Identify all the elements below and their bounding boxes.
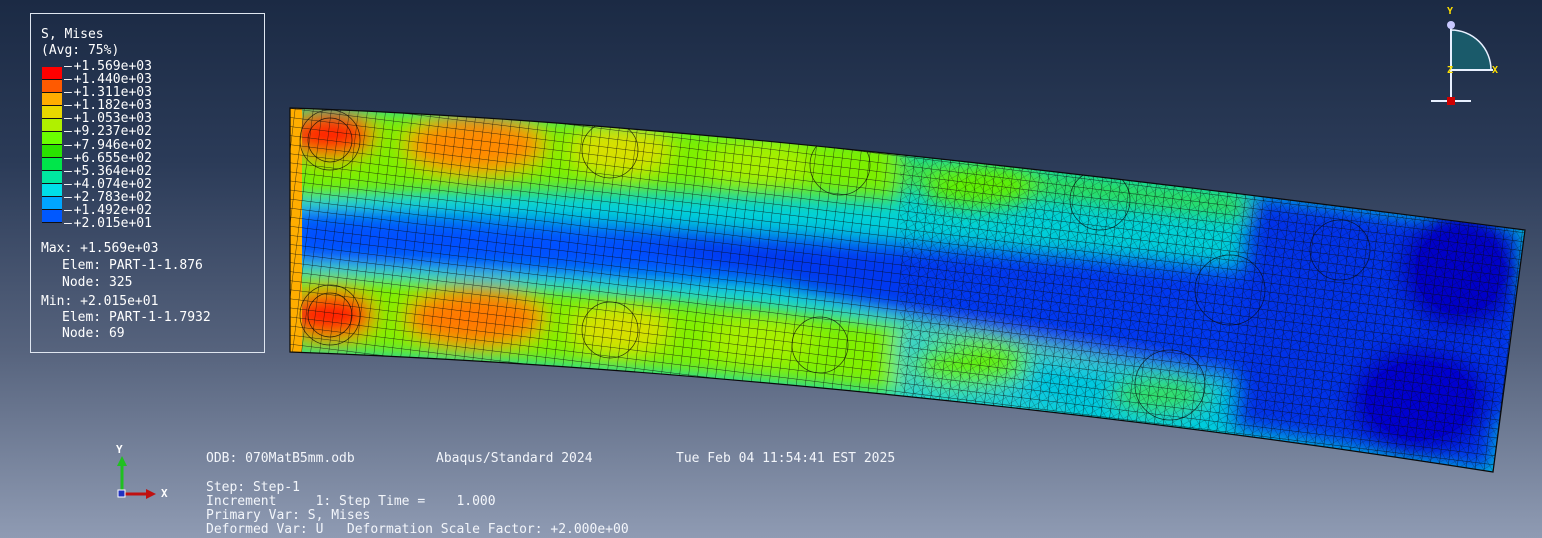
legend-swatch: [42, 210, 62, 223]
legend-swatch: [42, 158, 62, 171]
legend-value: +4.074e+02: [64, 178, 152, 191]
min-element: Elem: PART-1-1.7932: [62, 310, 211, 325]
legend-swatch: [42, 197, 62, 210]
legend-value: +2.015e+01: [64, 217, 152, 230]
legend-swatch: [42, 119, 62, 132]
legend-swatch: [42, 132, 62, 145]
legend-swatch: [42, 145, 62, 158]
run-date: Tue Feb 04 11:54:41 EST 2025: [676, 451, 896, 466]
min-value: Min: +2.015e+01: [41, 294, 159, 309]
legend-swatch: [42, 171, 62, 184]
odb-name: ODB: 070MatB5mm.odb: [206, 451, 355, 466]
view-triad-z-label: Z: [1447, 65, 1454, 76]
view-triad: [1431, 21, 1493, 105]
global-triad: [117, 456, 156, 499]
legend-swatch: [42, 93, 62, 106]
primary-variable: Primary Var: S, Mises: [206, 508, 371, 523]
increment-info: Increment 1: Step Time = 1.000: [206, 494, 496, 509]
legend-averaging: (Avg: 75%): [41, 43, 120, 58]
legend-value: +1.182e+03: [64, 99, 152, 112]
legend-value: +5.364e+02: [64, 165, 152, 178]
global-triad-x-label: X: [161, 487, 168, 500]
legend-swatch: [42, 184, 62, 197]
min-node: Node: 69: [62, 326, 125, 341]
max-node: Node: 325: [62, 275, 133, 290]
step-name: Step: Step-1: [206, 480, 300, 495]
legend-color-bar: [42, 67, 62, 223]
legend-value: +1.492e+02: [64, 204, 152, 217]
deformed-variable: Deformed Var: U Deformation Scale Factor…: [206, 522, 629, 537]
legend-value: +9.237e+02: [64, 125, 152, 138]
legend-title: S, Mises: [41, 27, 104, 42]
max-element: Elem: PART-1-1.876: [62, 258, 203, 273]
legend-value: +2.783e+02: [64, 191, 152, 204]
contour-legend[interactable]: S, Mises (Avg: 75%) +1.569e+03+1.440e+03…: [30, 13, 265, 353]
max-value: Max: +1.569e+03: [41, 241, 159, 256]
legend-value: +6.655e+02: [64, 152, 152, 165]
legend-value: +1.569e+03: [64, 60, 152, 73]
view-triad-y-label: Y: [1447, 6, 1454, 17]
legend-value: +1.053e+03: [64, 112, 152, 125]
global-triad-y-label: Y: [116, 443, 123, 456]
legend-value: +1.311e+03: [64, 86, 152, 99]
legend-values: +1.569e+03+1.440e+03+1.311e+03+1.182e+03…: [64, 60, 152, 230]
view-triad-x-label: X: [1492, 65, 1499, 76]
legend-value: +7.946e+02: [64, 139, 152, 152]
legend-value: +1.440e+03: [64, 73, 152, 86]
legend-swatch: [42, 67, 62, 80]
legend-swatch: [42, 106, 62, 119]
solver-version: Abaqus/Standard 2024: [436, 451, 593, 466]
legend-swatch: [42, 80, 62, 93]
